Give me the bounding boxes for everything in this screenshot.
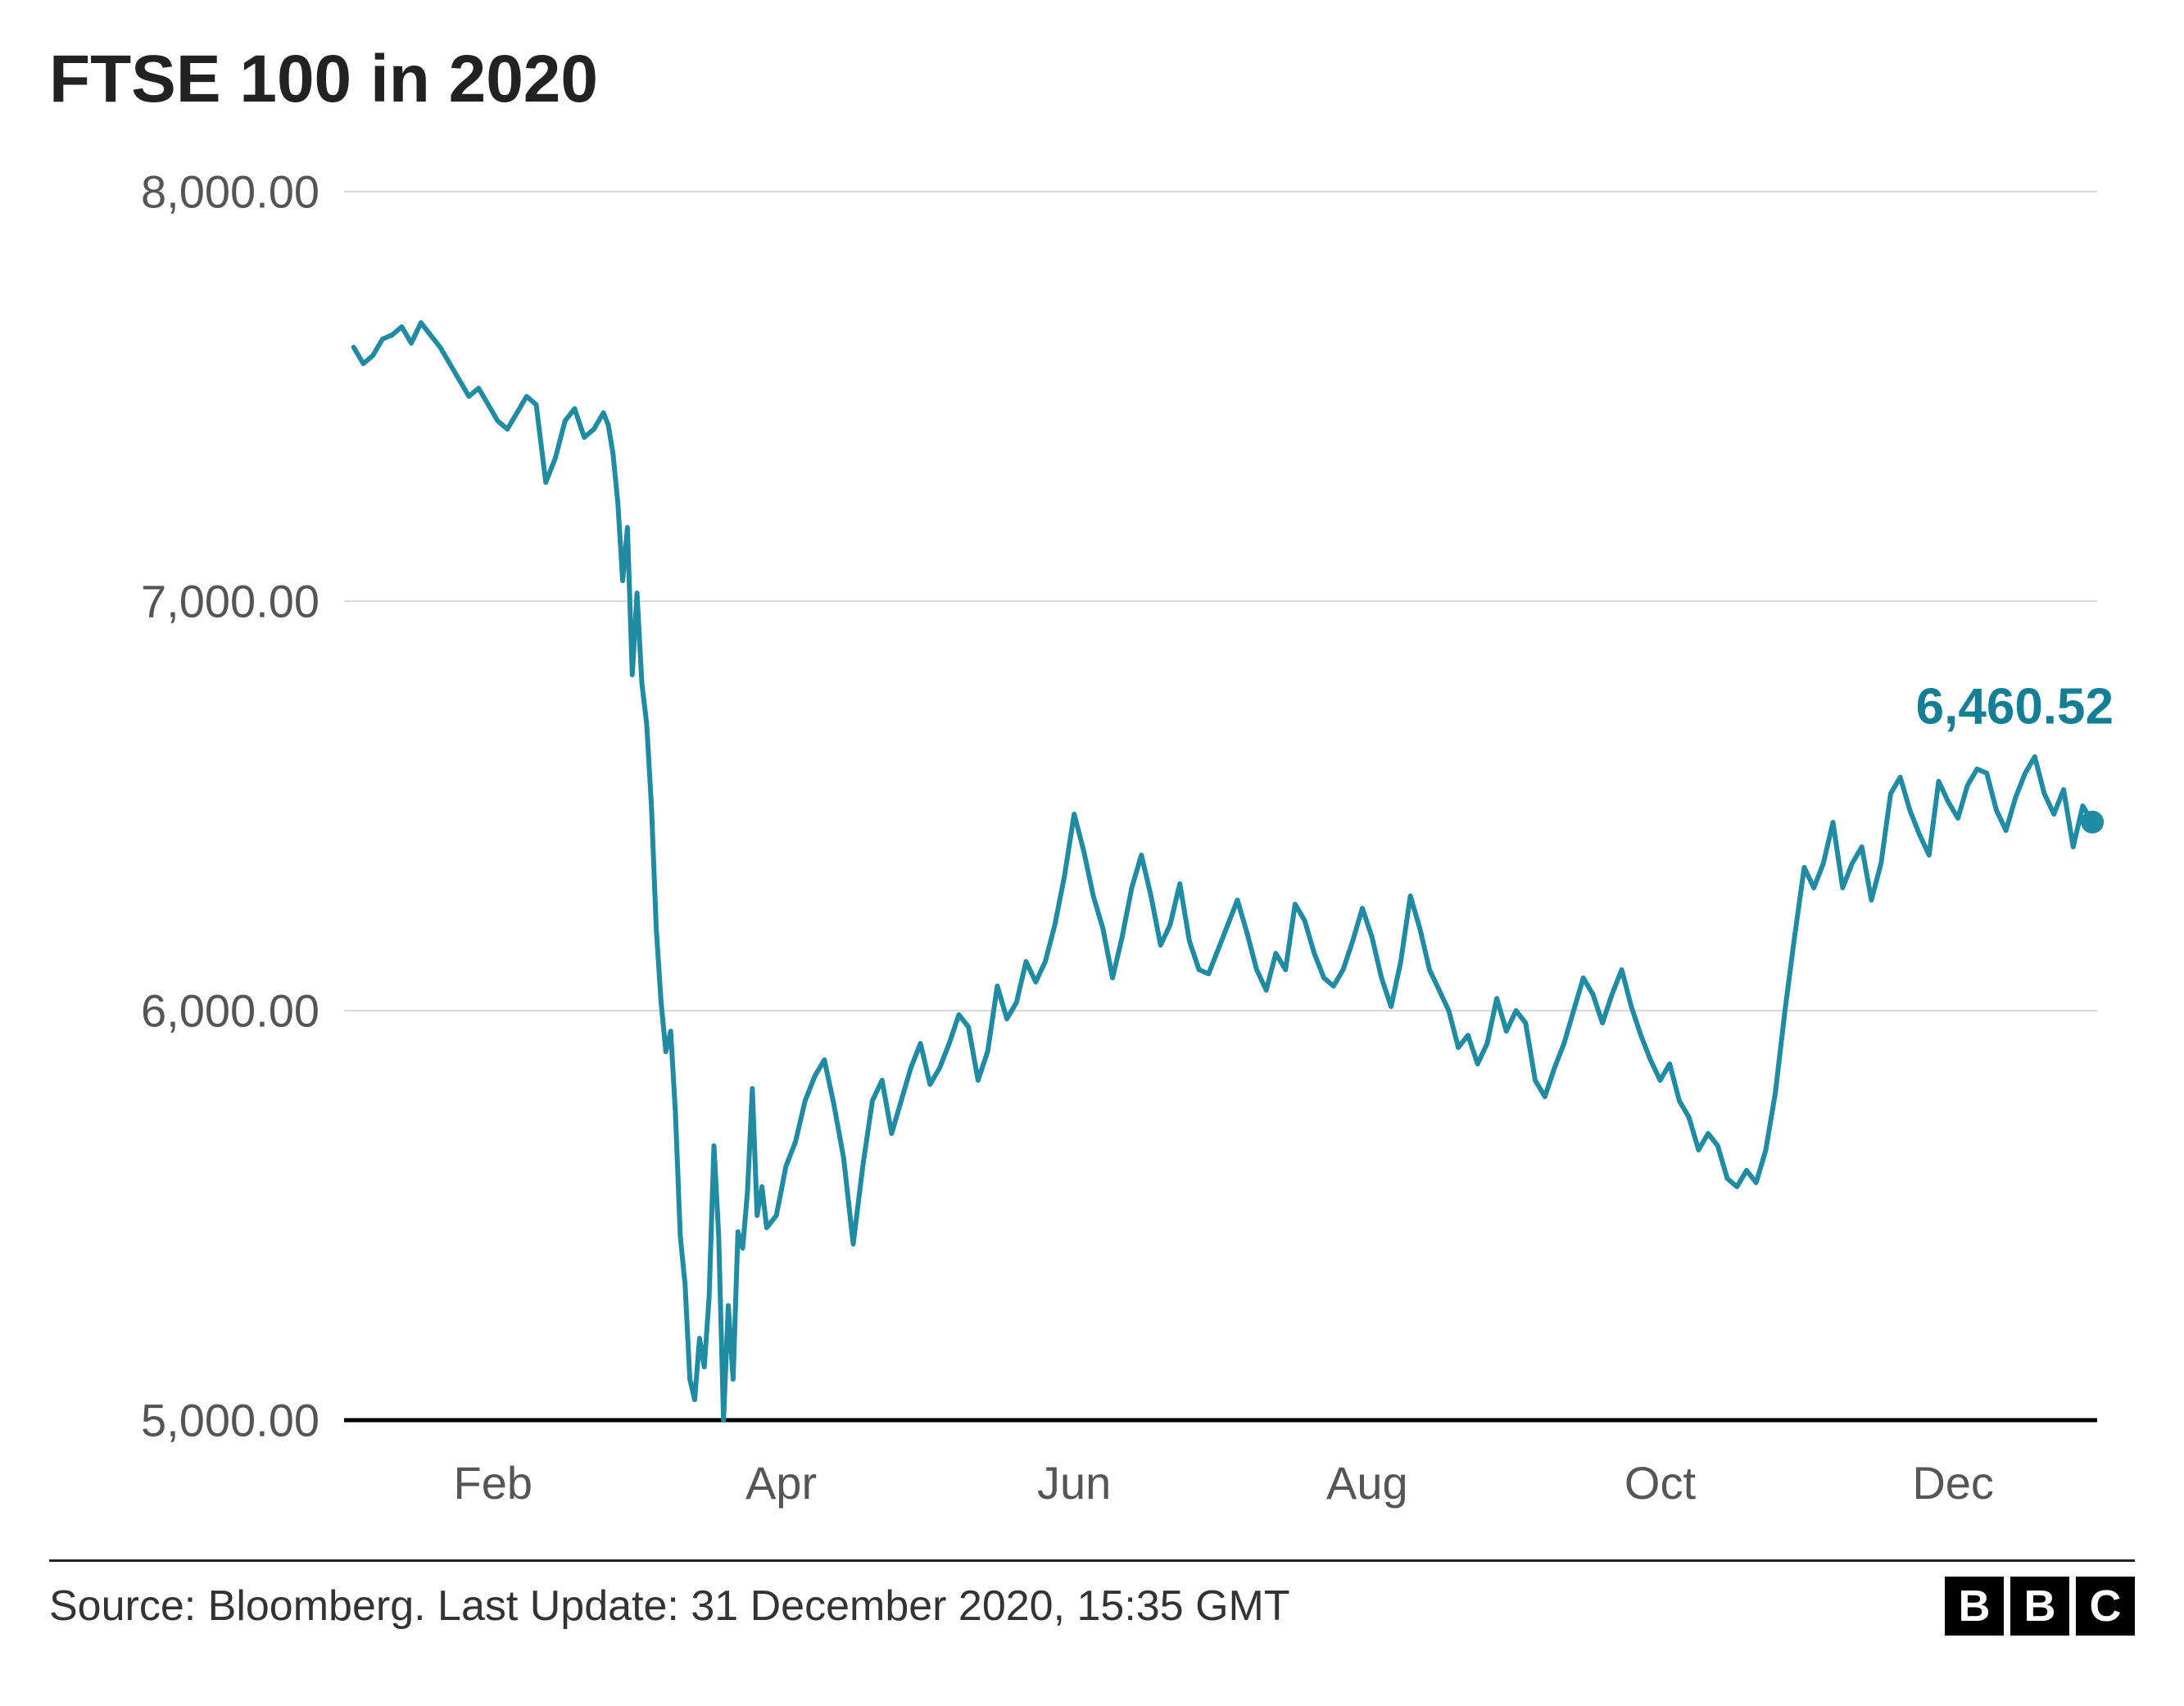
line-chart-svg: 5,000.00 6,000.00 7,000.00 8,000.00 Feb Apr Ju… — [49, 143, 2135, 1551]
chart-title: FTSE 100 in 2020 — [49, 41, 2135, 118]
bbc-logo-box: C — [2076, 1577, 2135, 1636]
y-tick-label: 7,000.00 — [141, 576, 319, 627]
x-tick-label: Jun — [1037, 1457, 1111, 1509]
data-line — [354, 323, 2092, 1420]
x-tick-label: Apr — [745, 1457, 817, 1509]
bbc-logo: BBC — [1945, 1577, 2135, 1636]
y-tick-label: 5,000.00 — [141, 1395, 319, 1446]
y-tick-label: 6,000.00 — [141, 985, 319, 1037]
source-text: Source: Bloomberg. Last Update: 31 Decem… — [49, 1582, 1290, 1631]
end-value-label: 6,460.52 — [1916, 679, 2114, 735]
bbc-logo-box: B — [2010, 1577, 2069, 1636]
end-marker — [2081, 811, 2104, 834]
x-tick-label: Aug — [1326, 1457, 1408, 1509]
x-tick-label: Feb — [454, 1457, 533, 1509]
x-tick-label: Oct — [1624, 1457, 1697, 1509]
y-tick-label: 8,000.00 — [141, 166, 319, 218]
chart-plot-area: 5,000.00 6,000.00 7,000.00 8,000.00 Feb Apr Ju… — [49, 143, 2135, 1551]
chart-footer: Source: Bloomberg. Last Update: 31 Decem… — [49, 1559, 2135, 1636]
chart-container: FTSE 100 in 2020 5,000.00 6,000.00 7,000.0… — [0, 0, 2184, 1706]
x-tick-label: Dec — [1912, 1457, 1994, 1509]
bbc-logo-box: B — [1945, 1577, 2004, 1636]
